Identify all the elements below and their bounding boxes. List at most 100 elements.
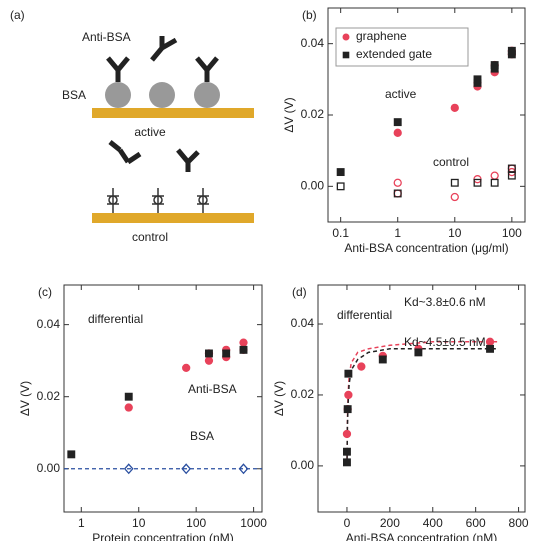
point <box>123 463 134 475</box>
point <box>485 337 495 346</box>
x-tick-label: 200 <box>380 516 400 530</box>
annotation: active <box>385 87 417 101</box>
linkers <box>107 188 209 213</box>
legend-marker <box>342 51 350 59</box>
y-axis-label: ΔV (V) <box>282 97 296 132</box>
point <box>344 390 353 400</box>
legend-box <box>335 27 469 67</box>
point <box>450 192 459 202</box>
x-tick-label: 100 <box>186 516 206 530</box>
x-tick-label: 1 <box>78 516 85 530</box>
x-tick-label: 100 <box>502 226 522 240</box>
annotation: Kd~3.8±0.6 nM <box>404 295 486 309</box>
annotation: differential <box>337 308 392 322</box>
annotation: control <box>433 155 469 169</box>
point <box>473 75 482 84</box>
point <box>486 344 494 353</box>
point <box>450 178 459 187</box>
x-tick-label: 600 <box>466 516 486 530</box>
legend-label: extended gate <box>356 47 432 61</box>
y-tick-label: 0.04 <box>37 317 61 331</box>
substrate-control <box>92 213 254 223</box>
point <box>414 348 423 357</box>
x-tick-label: 800 <box>509 516 529 530</box>
point <box>343 458 351 467</box>
control-label: control <box>132 230 168 244</box>
y-tick-label: 0.02 <box>301 107 325 121</box>
substrate-active <box>92 108 254 118</box>
point <box>393 189 402 198</box>
y-tick-label: 0.02 <box>37 389 61 403</box>
point <box>205 349 213 358</box>
point <box>344 369 353 378</box>
x-tick-label: 0.1 <box>332 226 349 240</box>
x-axis-label: Anti-BSA concentration (nM) <box>346 531 497 541</box>
point <box>343 405 352 414</box>
y-tick-label: 0.02 <box>291 387 315 401</box>
point <box>393 118 402 127</box>
fit-line <box>346 348 498 466</box>
annotation: Anti-BSA <box>188 382 237 396</box>
x-tick-label: 400 <box>423 516 443 530</box>
point <box>181 463 192 475</box>
plot-frame <box>317 284 526 513</box>
point <box>490 171 499 180</box>
point <box>507 46 516 55</box>
panel-label: (d) <box>292 285 307 299</box>
point <box>343 447 351 456</box>
y-axis-label: ΔV (V) <box>272 381 286 416</box>
x-tick-label: 10 <box>132 516 146 530</box>
antibody-label: Anti-BSA <box>82 30 131 44</box>
point <box>182 363 191 373</box>
x-axis-label: Anti-BSA concentration (μg/ml) <box>344 241 508 255</box>
bsa <box>194 82 220 108</box>
y-tick-label: 0.00 <box>301 179 325 193</box>
point <box>357 362 366 371</box>
y-tick-label: 0.00 <box>291 458 315 472</box>
legend-label: graphene <box>356 29 407 43</box>
point <box>393 178 402 187</box>
point <box>490 178 499 187</box>
panel-label: (b) <box>302 8 317 22</box>
point <box>239 338 248 347</box>
point <box>238 463 249 475</box>
point <box>473 178 482 187</box>
fit-line <box>346 341 498 466</box>
x-tick-label: 10 <box>448 226 462 240</box>
panel-a: (a) Anti-BSA BSA active control <box>10 8 254 244</box>
point <box>222 349 231 358</box>
y-tick-label: 0.04 <box>291 316 315 330</box>
plot-frame <box>63 284 263 513</box>
x-tick-label: 1000 <box>240 516 267 530</box>
antibodies <box>106 36 219 172</box>
point <box>124 392 133 401</box>
bsa <box>149 82 175 108</box>
point <box>239 345 248 354</box>
point <box>393 128 402 137</box>
point <box>67 450 76 459</box>
point <box>450 103 459 113</box>
annotation: Kd~4.5±0.5 nM <box>404 335 486 349</box>
point <box>393 189 402 198</box>
point <box>507 164 516 173</box>
x-axis-label: Protein concentration (nM) <box>92 531 233 541</box>
y-tick-label: 0.04 <box>301 36 325 50</box>
point <box>342 429 352 439</box>
x-tick-label: 0 <box>344 516 351 530</box>
panel-label: (a) <box>10 8 25 22</box>
y-tick-label: 0.00 <box>37 461 61 475</box>
point <box>124 403 133 412</box>
protein-label: BSA <box>62 88 86 102</box>
point <box>336 168 345 177</box>
legend-marker <box>342 33 350 41</box>
annotation: BSA <box>190 429 214 443</box>
point <box>336 182 345 191</box>
bsa <box>105 82 131 108</box>
x-tick-label: 1 <box>394 226 401 240</box>
point <box>204 356 214 365</box>
point <box>378 355 387 364</box>
panel-label: (c) <box>38 285 52 299</box>
point <box>490 61 499 70</box>
y-axis-label: ΔV (V) <box>18 381 32 416</box>
